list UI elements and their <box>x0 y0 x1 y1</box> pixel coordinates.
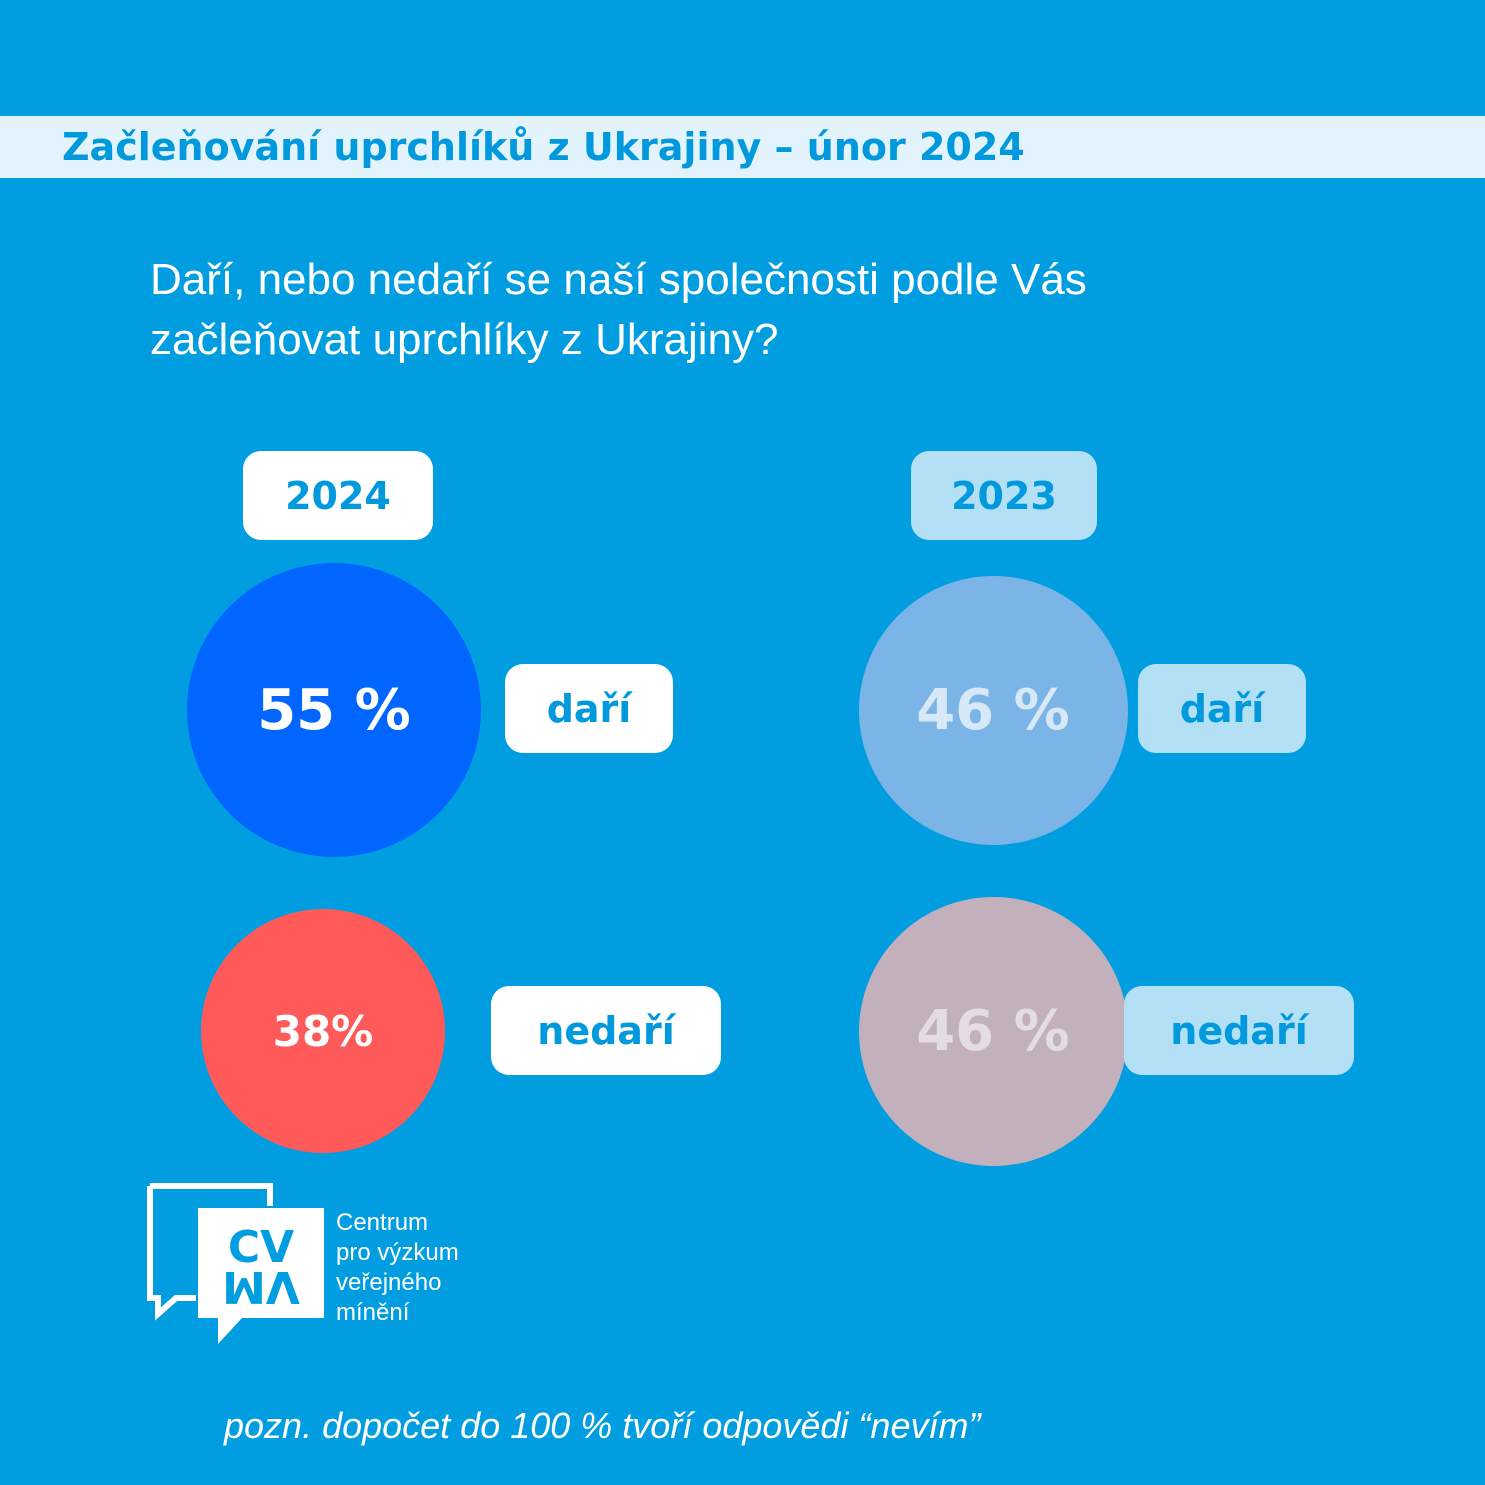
category-label-2023-dari: daří <box>1138 664 1306 753</box>
value-label-2024-nedari: 38% <box>272 1006 374 1056</box>
bubble-2024-dari: 55 % <box>187 563 481 857</box>
question-line-1: Daří, nebo nedaří se naší společnosti po… <box>150 255 1087 304</box>
question-line-2: začleňovat uprchlíky z Ukrajiny? <box>150 315 779 364</box>
logo-mark-top: CV <box>228 1222 294 1273</box>
bubble-2023-nedari: 46 % <box>858 896 1128 1166</box>
page-title: Začleňování uprchlíků z Ukrajiny – únor … <box>62 125 1025 169</box>
logo-mark-bottom: VM <box>222 1261 300 1312</box>
category-label-2024-dari: daří <box>505 664 673 753</box>
category-label-2024-nedari: nedaří <box>491 986 721 1075</box>
year-label-2023: 2023 <box>911 451 1097 540</box>
question-text: Daří, nebo nedaří se naší společnosti po… <box>150 250 1350 370</box>
logo-line-4: mínění <box>336 1299 410 1326</box>
value-label-2023-nedari: 46 % <box>916 998 1070 1064</box>
logo-line-1: Centrum <box>336 1209 429 1236</box>
cvvm-logo-icon: CV VM <box>147 1183 324 1344</box>
category-label-2023-nedari: nedaří <box>1124 986 1354 1075</box>
logo-text: Centrum pro výzkum veřejného mínění <box>336 1208 459 1328</box>
logo-line-2: pro výzkum <box>336 1239 459 1266</box>
year-label-2024: 2024 <box>243 451 433 540</box>
bubble-2024-nedari: 38% <box>201 909 445 1153</box>
footnote: pozn. dopočet do 100 % tvoří odpovědi “n… <box>224 1405 981 1446</box>
title-bar: Začleňování uprchlíků z Ukrajiny – únor … <box>0 116 1485 178</box>
value-label-2024-dari: 55 % <box>257 677 411 743</box>
logo-line-3: veřejného <box>336 1269 442 1296</box>
bubble-2023-dari: 46 % <box>858 575 1128 845</box>
value-label-2023-dari: 46 % <box>916 677 1070 743</box>
